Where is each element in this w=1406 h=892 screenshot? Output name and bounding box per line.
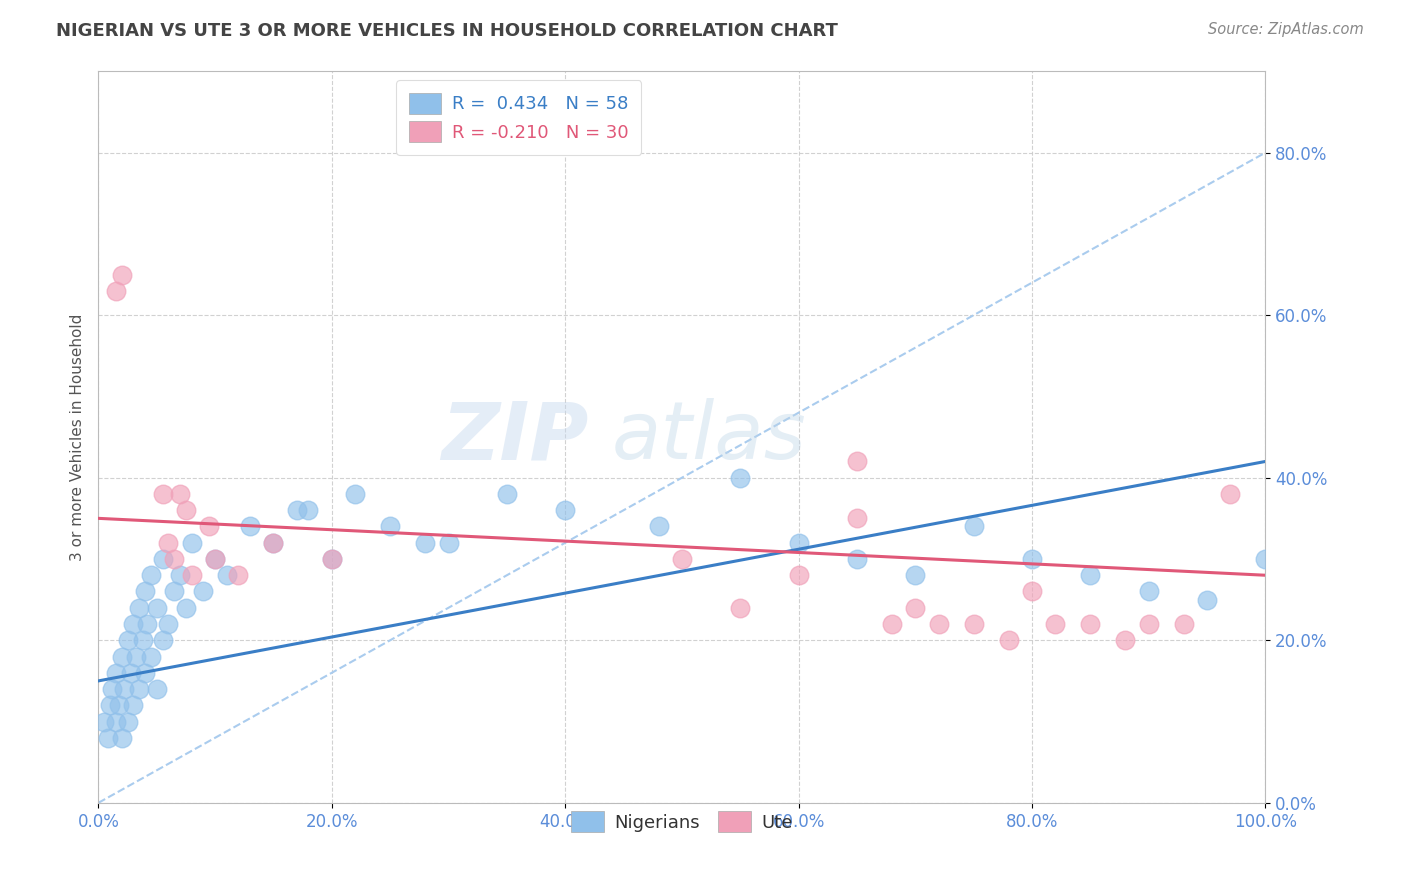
Point xyxy=(1080,568,1102,582)
Point xyxy=(846,454,869,468)
Point xyxy=(671,552,693,566)
Point xyxy=(146,600,169,615)
Point xyxy=(1219,487,1241,501)
Point xyxy=(962,617,984,632)
Point xyxy=(904,568,927,582)
Point xyxy=(174,503,197,517)
Point xyxy=(169,487,191,501)
Y-axis label: 3 or more Vehicles in Household: 3 or more Vehicles in Household xyxy=(69,313,84,561)
Point xyxy=(204,552,226,566)
Point xyxy=(117,714,139,729)
Point xyxy=(437,535,460,549)
Point xyxy=(239,519,262,533)
Point xyxy=(1197,592,1219,607)
Point xyxy=(111,731,134,745)
Point xyxy=(198,519,221,533)
Point xyxy=(1137,617,1160,632)
Point xyxy=(128,681,150,696)
Point xyxy=(122,617,145,632)
Point xyxy=(98,698,121,713)
Text: atlas: atlas xyxy=(612,398,807,476)
Point xyxy=(139,649,162,664)
Point xyxy=(846,511,869,525)
Point xyxy=(413,535,436,549)
Point xyxy=(344,487,367,501)
Point xyxy=(204,552,226,566)
Point xyxy=(101,681,124,696)
Point xyxy=(180,568,202,582)
Point xyxy=(787,535,810,549)
Point xyxy=(163,552,186,566)
Point xyxy=(111,268,134,282)
Point xyxy=(1021,584,1043,599)
Point xyxy=(1173,617,1195,632)
Point xyxy=(132,633,155,648)
Point xyxy=(787,568,810,582)
Point xyxy=(554,503,576,517)
Point xyxy=(125,649,148,664)
Text: NIGERIAN VS UTE 3 OR MORE VEHICLES IN HOUSEHOLD CORRELATION CHART: NIGERIAN VS UTE 3 OR MORE VEHICLES IN HO… xyxy=(56,22,838,40)
Point xyxy=(134,665,156,680)
Point xyxy=(997,633,1019,648)
Point xyxy=(134,584,156,599)
Point xyxy=(215,568,238,582)
Point xyxy=(193,584,215,599)
Point xyxy=(93,714,115,729)
Point xyxy=(97,731,120,745)
Point xyxy=(108,698,131,713)
Point xyxy=(1137,584,1160,599)
Point xyxy=(169,568,191,582)
Point xyxy=(228,568,250,582)
Point xyxy=(380,519,402,533)
Point xyxy=(111,649,134,664)
Point xyxy=(730,600,752,615)
Point xyxy=(730,471,752,485)
Text: ZIP: ZIP xyxy=(441,398,589,476)
Point xyxy=(174,600,197,615)
Point xyxy=(152,552,174,566)
Point xyxy=(1114,633,1136,648)
Point xyxy=(285,503,308,517)
Point xyxy=(152,633,174,648)
Point xyxy=(139,568,162,582)
Point xyxy=(1045,617,1067,632)
Point xyxy=(104,284,127,298)
Point xyxy=(1254,552,1277,566)
Point xyxy=(152,487,174,501)
Point xyxy=(104,665,127,680)
Point xyxy=(962,519,984,533)
Text: Source: ZipAtlas.com: Source: ZipAtlas.com xyxy=(1208,22,1364,37)
Point xyxy=(928,617,950,632)
Point xyxy=(117,633,139,648)
Point xyxy=(496,487,519,501)
Point xyxy=(163,584,186,599)
Point xyxy=(321,552,343,566)
Point xyxy=(262,535,284,549)
Point xyxy=(112,681,135,696)
Point xyxy=(1021,552,1043,566)
Point xyxy=(104,714,127,729)
Point xyxy=(904,600,927,615)
Point xyxy=(647,519,669,533)
Point xyxy=(880,617,903,632)
Point xyxy=(122,698,145,713)
Point xyxy=(297,503,319,517)
Point xyxy=(846,552,869,566)
Point xyxy=(120,665,142,680)
Point xyxy=(157,617,180,632)
Point xyxy=(262,535,284,549)
Point xyxy=(146,681,169,696)
Legend: Nigerians, Ute: Nigerians, Ute xyxy=(558,799,806,845)
Point xyxy=(157,535,180,549)
Point xyxy=(136,617,159,632)
Point xyxy=(180,535,202,549)
Point xyxy=(321,552,343,566)
Point xyxy=(128,600,150,615)
Point xyxy=(1080,617,1102,632)
